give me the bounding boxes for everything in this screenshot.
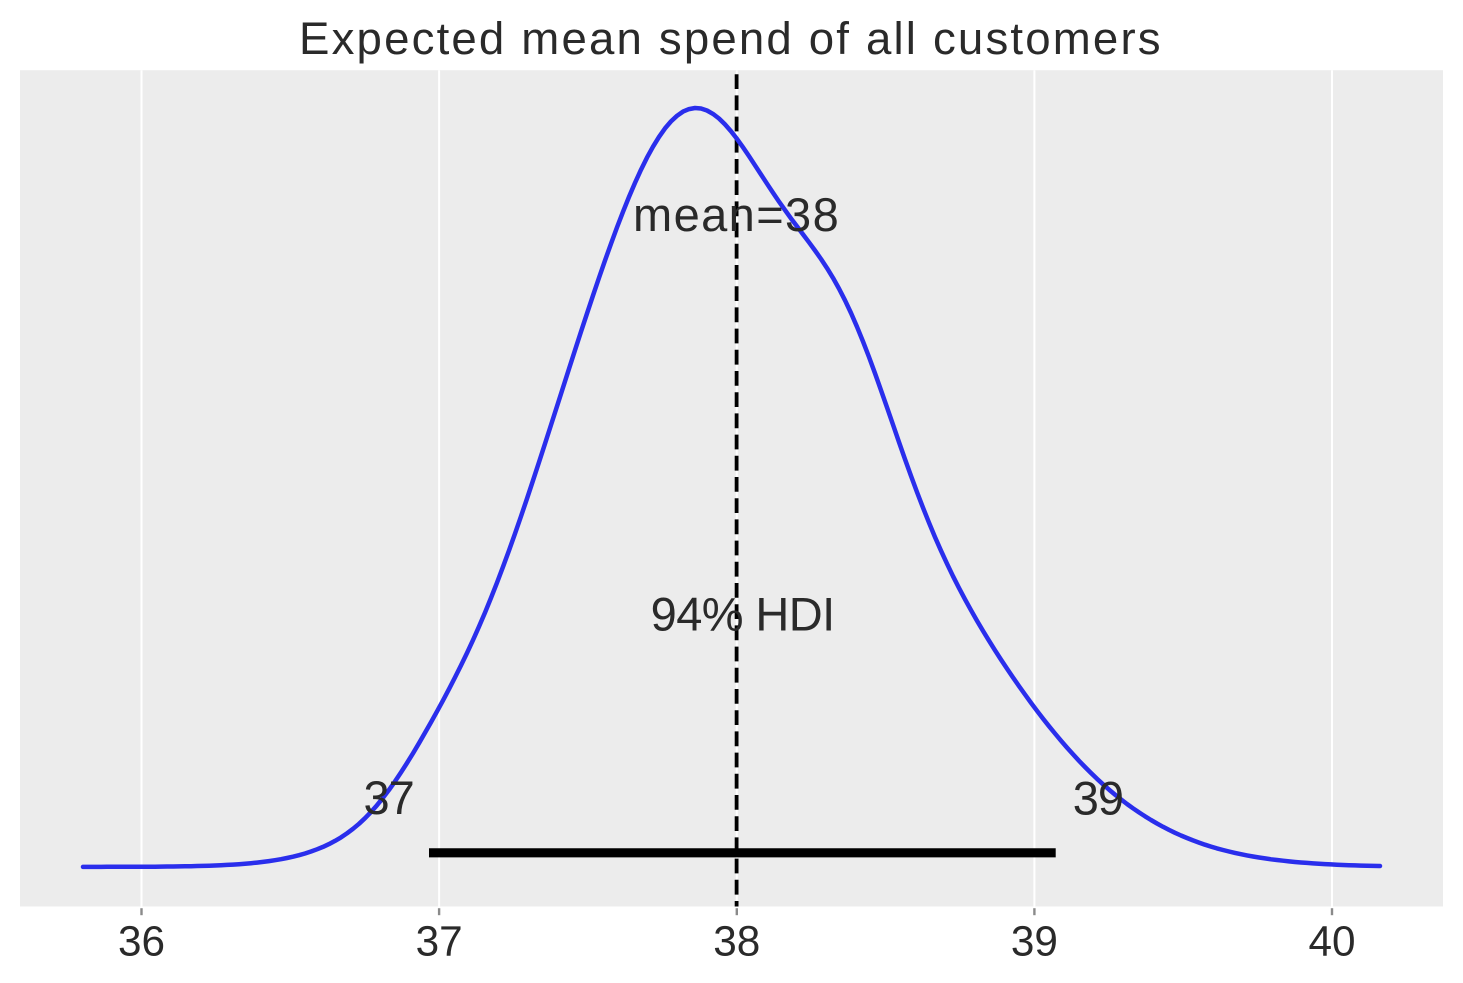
svg-text:37: 37 [364, 771, 414, 824]
svg-text:38: 38 [713, 917, 760, 964]
svg-text:36: 36 [118, 917, 165, 964]
svg-text:39: 39 [1011, 917, 1058, 964]
svg-text:39: 39 [1073, 771, 1123, 824]
svg-text:37: 37 [416, 917, 463, 964]
svg-text:mean=38: mean=38 [633, 188, 840, 241]
svg-text:Expected mean spend of all cus: Expected mean spend of all customers [299, 13, 1163, 64]
svg-text:40: 40 [1308, 917, 1355, 964]
svg-text:94% HDI: 94% HDI [651, 588, 835, 641]
